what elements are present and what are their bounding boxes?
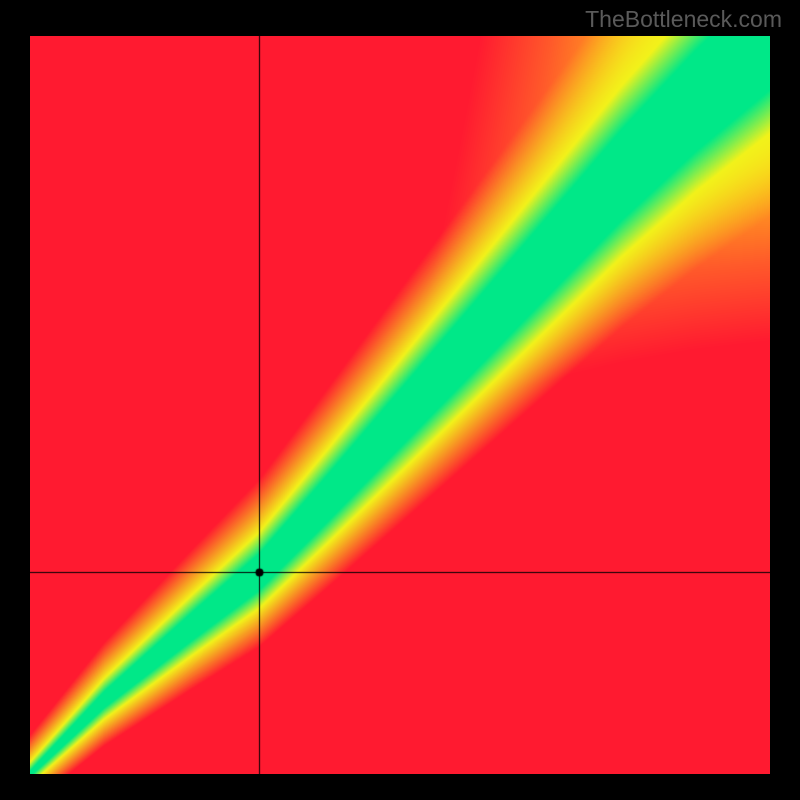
- heatmap-plot: [30, 36, 770, 774]
- watermark-text: TheBottleneck.com: [585, 6, 782, 33]
